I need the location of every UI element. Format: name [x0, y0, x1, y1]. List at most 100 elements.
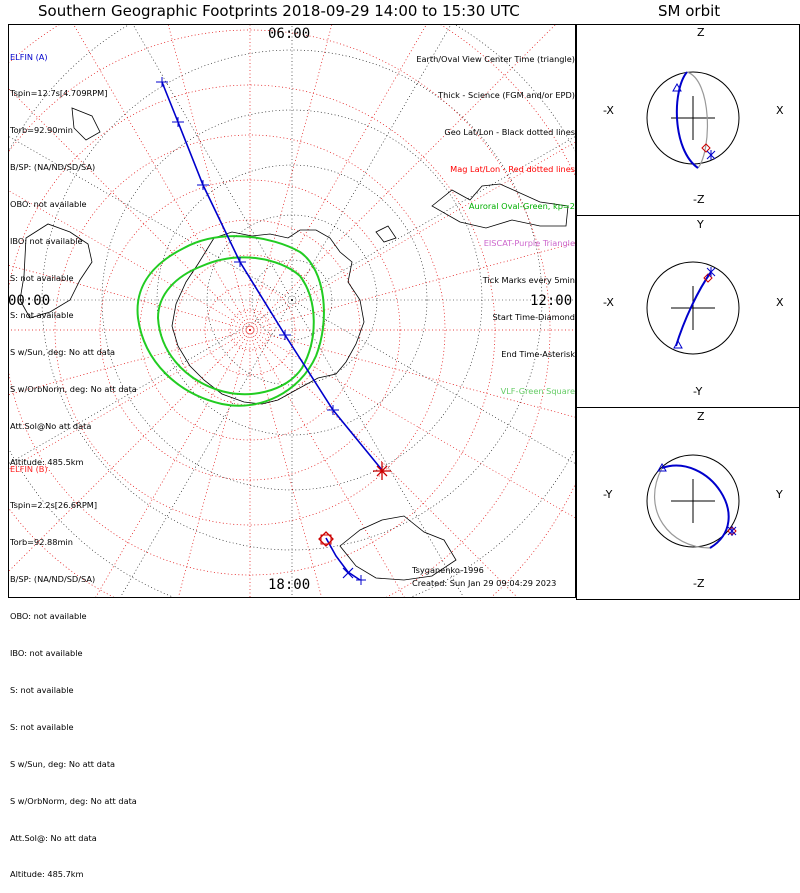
- elfin-b-line: IBO: not available: [10, 648, 83, 659]
- mag-lat-circle: [139, 219, 361, 441]
- elfin-b-line: Altitude: 485.7km: [10, 869, 84, 880]
- legend-entry: Start Time-Diamond: [492, 311, 575, 322]
- elfin-a-line: IBO: not available: [10, 236, 83, 247]
- elfin-a-info: ELFIN (A) Tspin=12.7s[4.709RPM] Torb=92.…: [10, 26, 137, 481]
- sm-panel-1: [646, 261, 740, 355]
- panel-yz-bottom: -Z: [693, 577, 705, 590]
- elfin-a-name: ELFIN (A): [10, 51, 48, 62]
- panel-xy-right: X: [776, 296, 784, 309]
- main-title: Southern Geographic Footprints 2018-09-2…: [38, 2, 520, 20]
- africa-coast: [339, 515, 457, 581]
- map-legend: Earth/Oval View Center Time (triangle) T…: [416, 28, 575, 409]
- elfin-a-line: S w/OrbNorm, deg: No att data: [10, 383, 137, 394]
- side-title: SM orbit: [658, 2, 721, 20]
- oval-outer: [136, 235, 325, 407]
- panel-xy-top: Y: [697, 218, 704, 231]
- elfin-b-line: [325, 537, 361, 581]
- hour-label-right: 12:00: [530, 293, 573, 309]
- geo-meridian: [9, 299, 293, 464]
- geo-meridian: [120, 299, 293, 597]
- created-label: Created: Sun Jan 29 09:04:29 2023: [412, 578, 557, 588]
- elfin-b-line: Att.Sol@: No att data: [10, 832, 97, 843]
- elfin-a-line: B/SP: (NA/ND/SD/SA): [10, 162, 96, 173]
- geo-lat-circle: [156, 164, 428, 436]
- australia-coast: [19, 223, 93, 319]
- legend-entry: End Time-Asterisk: [501, 348, 575, 359]
- elfin-b-line: S w/Sun, deg: No att data: [10, 758, 116, 769]
- elfin-b-line: Tspin=2.2s[26.6RPM]: [10, 500, 98, 511]
- elfin-b-line: OBO: not available: [10, 611, 87, 622]
- sm-orbit-panels: [646, 71, 740, 549]
- end-asterisk: [727, 526, 737, 536]
- view-center-triangle: [657, 462, 667, 472]
- hour-label-top: 06:00: [268, 26, 311, 42]
- hour-label-bottom: 18:00: [268, 577, 311, 593]
- elfin-b-line: Torb=92.88min: [10, 537, 73, 548]
- elfin-a-line: Att.Sol@No att data: [10, 420, 92, 431]
- mag-lat-circle: [174, 254, 326, 406]
- panel-yz-top: Z: [697, 410, 705, 423]
- map-frame: [8, 24, 576, 598]
- panel-xy-left: -X: [603, 296, 614, 309]
- elfin-b-line: S: not available: [10, 721, 74, 732]
- geo-lat-circle: [41, 49, 543, 551]
- mag-lat-circle: [9, 29, 551, 597]
- panel-xz-bottom: -Z: [693, 193, 705, 206]
- elfin-b-line: S: not available: [10, 684, 74, 695]
- panel-yz-right: Y: [776, 488, 783, 501]
- view-center-triangle: [672, 82, 682, 92]
- orbit-track: [675, 271, 712, 347]
- geo-meridian: [291, 299, 464, 597]
- panel-yz-left: -Y: [603, 488, 613, 501]
- panel-xz-top: Z: [697, 26, 705, 39]
- end-asterisk: [706, 150, 716, 160]
- start-diamond: [701, 143, 711, 153]
- mag-lat-circle: [204, 284, 296, 376]
- geo-meridian: [291, 25, 452, 301]
- panel-xz-left: -X: [603, 104, 614, 117]
- end-asterisk: [706, 267, 716, 277]
- nz-coast: [71, 107, 101, 141]
- elfin-a-track: [156, 77, 391, 480]
- sm-panel-0: [646, 71, 740, 169]
- elfin-a-line: S: not available: [10, 309, 74, 320]
- elfin-a-line: S: not available: [10, 272, 74, 283]
- geo-lat-circle: [251, 259, 333, 341]
- elfin-b-name: ELFIN (B): [10, 463, 48, 474]
- panel-xz-right: X: [776, 104, 784, 117]
- oval-inner: [156, 256, 315, 396]
- panel-xy-bottom: -Y: [693, 385, 703, 398]
- elfin-b-tick: [356, 575, 366, 585]
- legend-entry: Auroral Oval-Green, kp=2: [468, 201, 575, 212]
- legend-entry: Earth/Oval View Center Time (triangle): [416, 53, 575, 64]
- mag-lat-circle: [229, 309, 271, 351]
- orbit-track: [661, 464, 730, 549]
- elfin-a-line: Tspin=12.7s[4.709RPM]: [10, 88, 108, 99]
- elfin-a-line: S w/Sun, deg: No att data: [10, 346, 116, 357]
- elfin-a-line: Altitude: 485.5km: [10, 457, 84, 468]
- orbit-track: [675, 71, 699, 169]
- geo-meridian: [132, 25, 293, 301]
- geo-meridian: [9, 136, 293, 301]
- elfin-b-line: B/SP: (NA/ND/SD/SA): [10, 574, 96, 585]
- elfin-b-track: [318, 531, 366, 585]
- elfin-a-end-asterisk: [373, 462, 391, 480]
- legend-entry: Tick Marks every 5min: [482, 274, 575, 285]
- sm-panel-2: [646, 454, 740, 549]
- small-island: [375, 225, 397, 243]
- southern-polar-map: [9, 25, 575, 597]
- south-america-coast: [431, 183, 569, 229]
- earth-circle: [646, 454, 740, 548]
- coastlines: [19, 107, 569, 581]
- legend-entry: Mag Lat/Lon - Red dotted lines: [450, 164, 575, 175]
- model-label: Tsyganenko-1996: [412, 565, 484, 575]
- legend-entry: Thick - Science (FGM and/or EPD): [438, 90, 575, 101]
- legend-entry: Geo Lat/Lon - Black dotted lines: [444, 127, 575, 138]
- geo-meridian: [291, 299, 575, 464]
- antarctica-coast: [171, 229, 365, 405]
- elfin-b-line: S w/OrbNorm, deg: No att data: [10, 795, 137, 806]
- elfin-a-line: OBO: not available: [10, 199, 87, 210]
- mag-lat-circle: [54, 134, 446, 526]
- elfin-b-start-square: [320, 534, 332, 545]
- elfin-b-end-asterisk: [342, 567, 354, 579]
